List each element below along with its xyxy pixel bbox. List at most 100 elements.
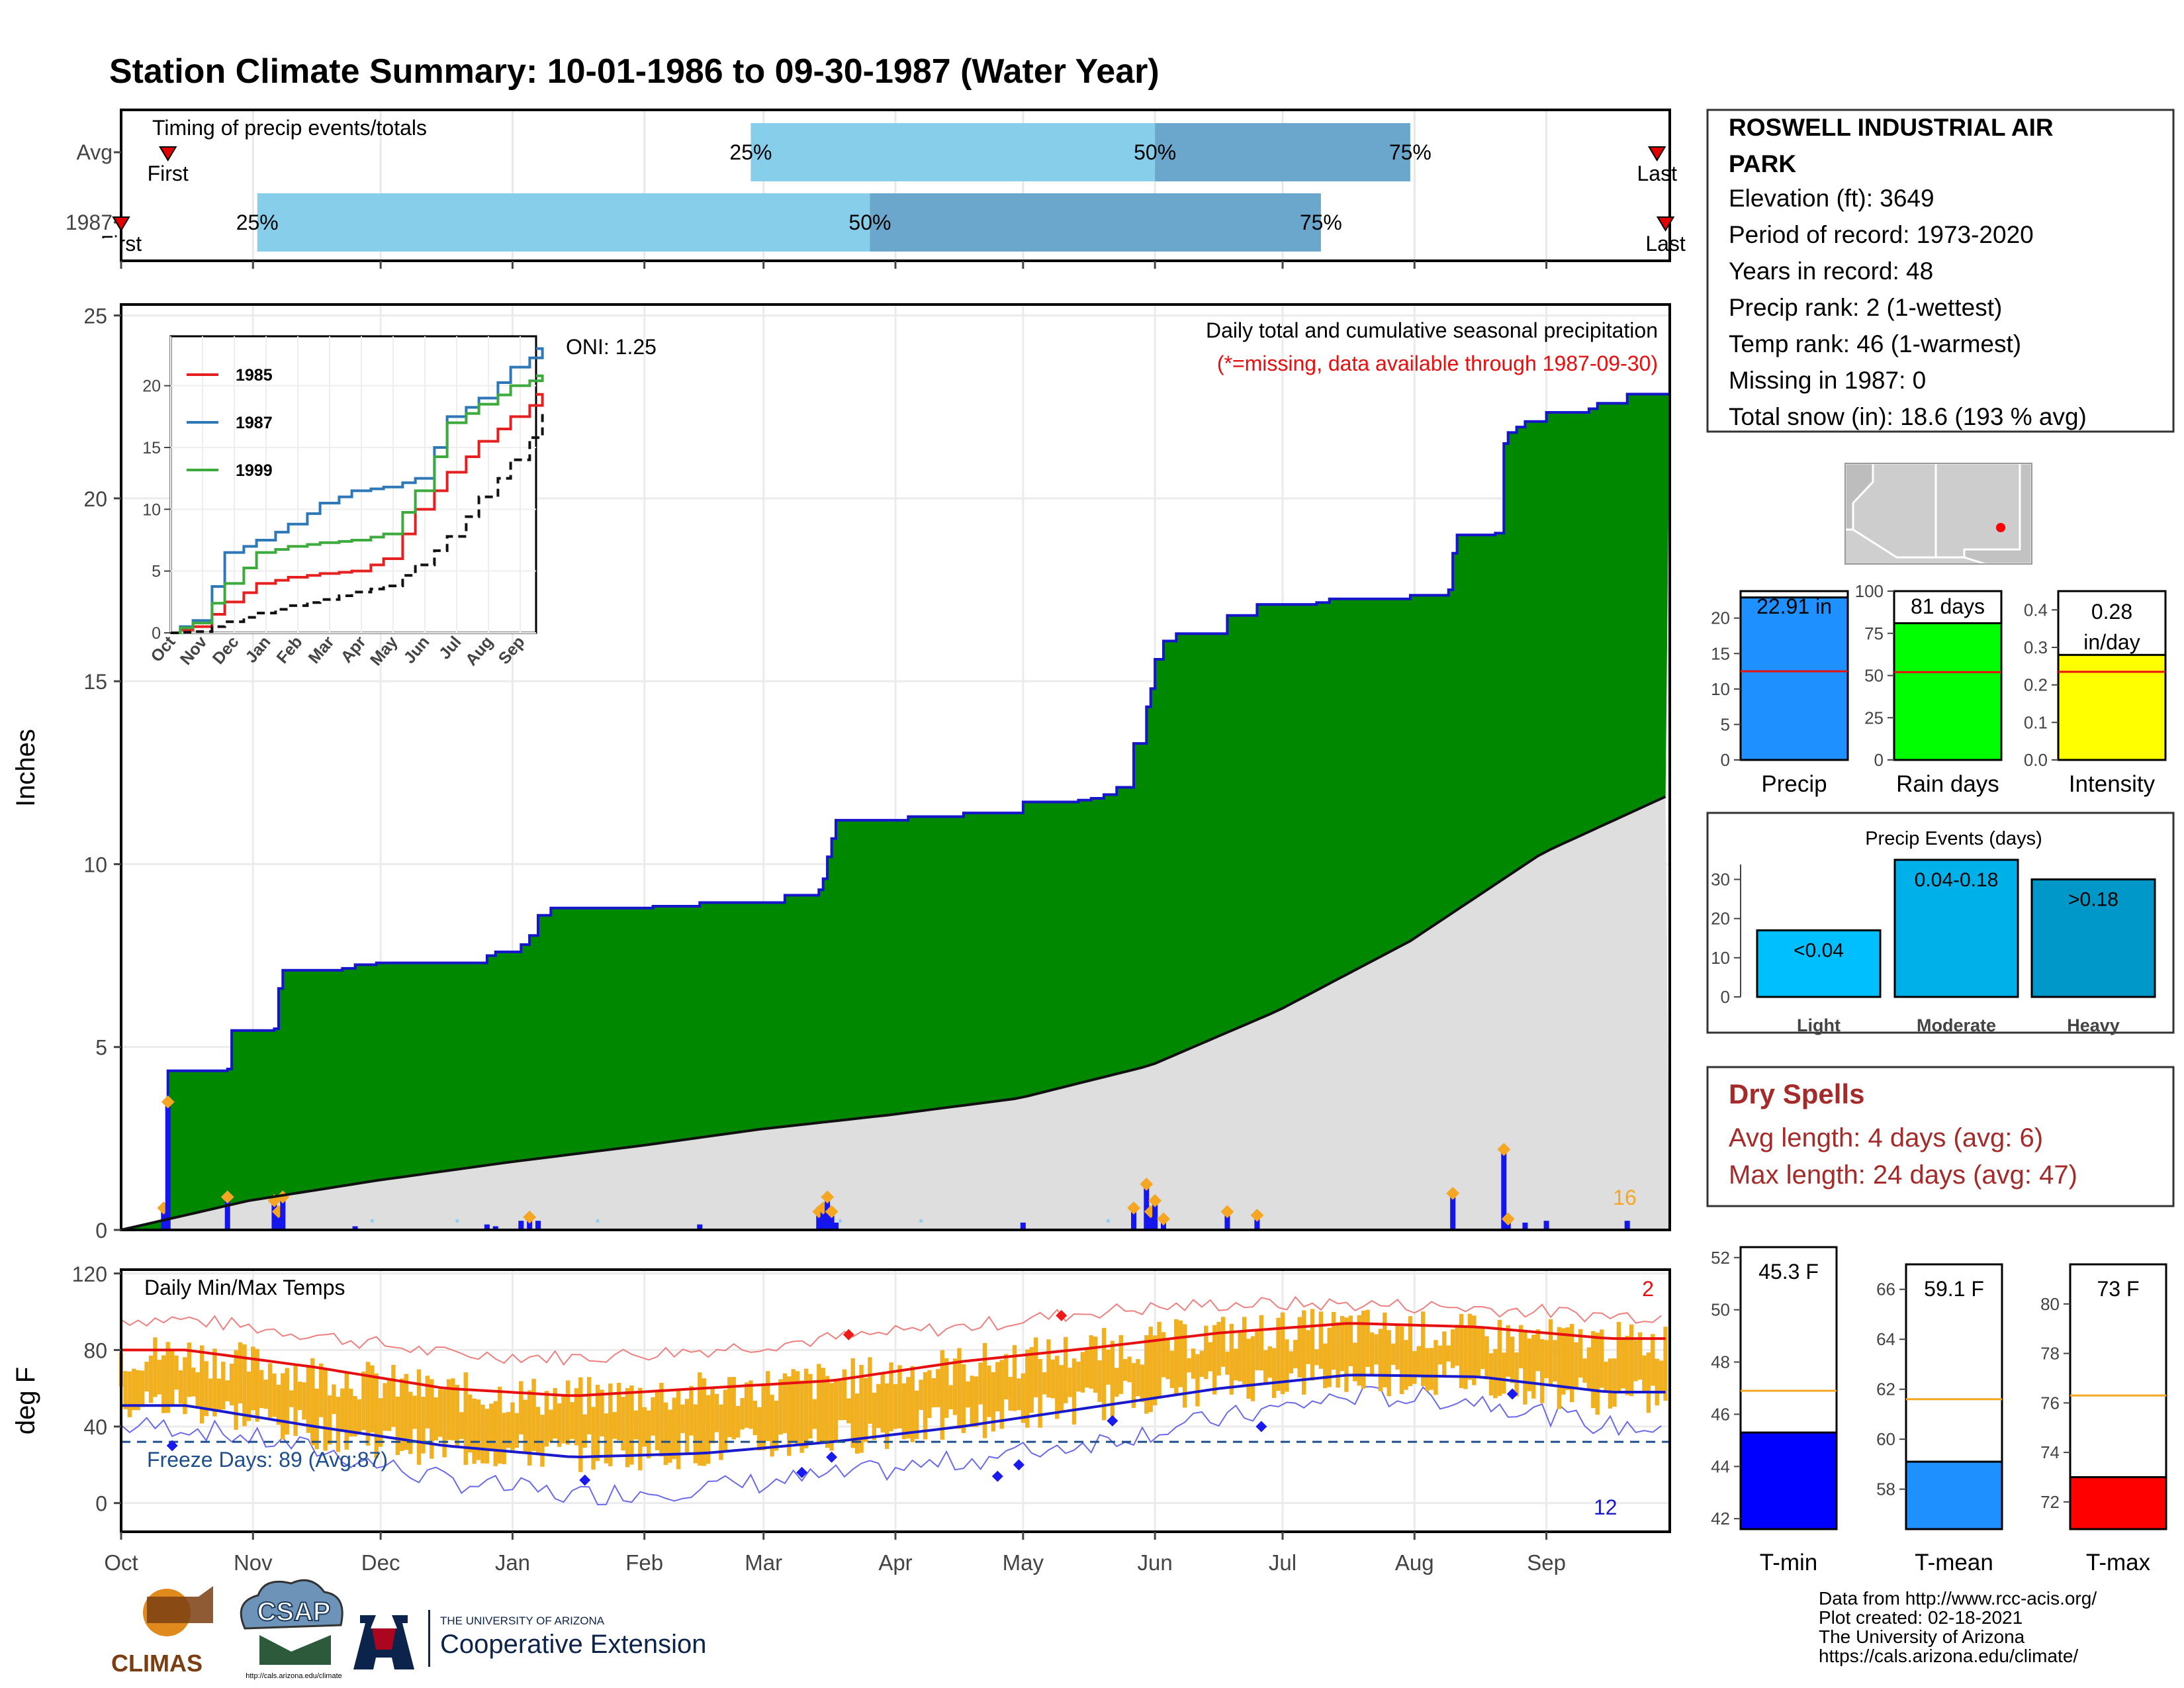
daily-temp-bar	[1412, 1351, 1417, 1384]
daily-temp-bar	[1267, 1346, 1272, 1378]
daily-temp-bar	[782, 1373, 788, 1434]
record-low-marker	[991, 1470, 1003, 1482]
daily-temp-bar	[974, 1376, 979, 1427]
daily-temp-bar	[663, 1402, 668, 1466]
daily-temp-bar	[1229, 1323, 1234, 1395]
dry-spells-avg: Avg length: 4 days (avg: 6)	[1729, 1123, 2043, 1152]
daily-temp-bar	[557, 1403, 562, 1447]
daily-temp-bar	[1285, 1339, 1289, 1392]
daily-temp-bar	[749, 1380, 753, 1429]
temp-summary-tick-label: 52	[1711, 1248, 1730, 1268]
daily-temp-bar	[459, 1412, 464, 1439]
daily-temp-bar	[1071, 1358, 1077, 1425]
daily-precip-marker	[1157, 1212, 1170, 1226]
daily-temp-bar	[1374, 1334, 1379, 1365]
last-event-label: Last	[1637, 162, 1677, 185]
timing-q75-label: 75%	[1300, 211, 1342, 234]
month-tick-label: Aug	[1395, 1550, 1434, 1575]
daily-temp-bar	[842, 1369, 847, 1421]
daily-precip-marker	[1148, 1194, 1162, 1207]
daily-temp-bar	[1118, 1335, 1123, 1394]
daily-temp-bar	[719, 1404, 723, 1460]
station-name-line2: PARK	[1729, 150, 1796, 177]
daily-temp-bar	[961, 1364, 966, 1433]
daily-temp-bar	[293, 1364, 298, 1436]
temp-summary-tick-label: 62	[1876, 1380, 1895, 1399]
temp-summary-tick-label: 42	[1711, 1509, 1730, 1528]
daily-temp-bar	[970, 1376, 974, 1427]
precip-panel: * * * * * * 0 5 10 15 20 25 Inches ONI: 1.25 Daily…	[11, 303, 1671, 1243]
ua-logo: THE UNIVERSITY OF ARIZONA Cooperative Ex…	[353, 1610, 706, 1669]
daily-temp-bar	[1553, 1340, 1557, 1382]
daily-temp-bar	[336, 1397, 341, 1452]
daily-temp-bar	[421, 1396, 426, 1454]
daily-temp-bar	[1080, 1352, 1085, 1393]
summary-tick-label: 5	[1721, 714, 1730, 734]
daily-temp-bar	[361, 1371, 366, 1430]
daily-temp-bar	[799, 1380, 804, 1453]
snow-marker: *	[919, 1217, 923, 1230]
record-low-marker	[1013, 1459, 1024, 1471]
daily-temp-bar	[549, 1409, 553, 1442]
daily-precip-bar	[816, 1211, 822, 1230]
summary-tick-label: 25	[1864, 708, 1884, 727]
daily-temp-bar	[876, 1383, 881, 1429]
daily-precip-bar	[1522, 1222, 1528, 1230]
last-event-label: Last	[1645, 232, 1686, 256]
summary-bar-label: Rain days	[1896, 771, 1999, 797]
daily-temp-bar	[493, 1401, 498, 1466]
summary-tick-label: 0.0	[2024, 750, 2048, 770]
daily-temp-bar	[919, 1380, 923, 1410]
daily-precip-bar	[829, 1211, 835, 1230]
daily-temp-bar	[586, 1377, 592, 1434]
precip-y-tick-label: 5	[95, 1036, 107, 1060]
daily-temp-bar	[391, 1364, 396, 1427]
summary-bar-charts: 0 5 10 15 20 22.91 in Precip 0 25 50 75 100 81 days R…	[1711, 581, 2167, 797]
daily-temp-bar	[1340, 1316, 1345, 1372]
daily-temp-bar	[327, 1395, 332, 1445]
daily-precip-marker	[523, 1210, 537, 1224]
timing-axis-ticks	[120, 261, 1548, 269]
daily-temp-bar	[1535, 1329, 1540, 1372]
daily-temp-bar	[1502, 1352, 1506, 1394]
summary-tick-label: 20	[1711, 608, 1730, 628]
inset-y-tick-label: 5	[152, 563, 161, 581]
daily-temp-bar	[446, 1379, 451, 1440]
station-info-line: Missing in 1987: 0	[1729, 367, 1926, 394]
summary-tick-label: 15	[1711, 643, 1730, 663]
daily-temp-bar	[778, 1379, 783, 1435]
precip-count-label: 16	[1613, 1186, 1637, 1209]
daily-temp-bar	[1216, 1321, 1221, 1376]
daily-temp-bar	[1651, 1334, 1655, 1386]
daily-temp-bar	[791, 1369, 796, 1442]
events-category-label: Moderate	[1917, 1015, 1996, 1035]
daily-temp-bar	[1182, 1324, 1187, 1408]
daily-temp-bar	[872, 1392, 877, 1440]
daily-temp-bar	[1599, 1329, 1604, 1388]
station-info-line: Period of record: 1973-2020	[1729, 221, 2034, 248]
daily-temp-bar	[1433, 1340, 1438, 1395]
daily-temp-bar	[1208, 1342, 1212, 1372]
events-bar-label: <0.04	[1794, 939, 1844, 961]
precip-events-chart: Precip Events (days) 0 10 20 30 <0.04 Light 0.…	[1706, 812, 2175, 1035]
daily-temp-bar	[1383, 1312, 1387, 1387]
daily-temp-bar	[948, 1385, 953, 1410]
daily-temp-bar	[1008, 1376, 1013, 1411]
daily-temp-bar	[1046, 1339, 1051, 1398]
precip-y-label: Inches	[11, 729, 40, 807]
timing-q25-label: 25%	[729, 140, 772, 164]
daily-temp-bar	[570, 1402, 574, 1439]
daily-temp-bar	[765, 1371, 770, 1442]
daily-temp-bar	[1437, 1345, 1443, 1365]
ua-big-text: Cooperative Extension	[440, 1630, 706, 1659]
daily-temp-bar	[314, 1388, 319, 1450]
missing-note: (*=missing, data available through 1987-…	[1217, 352, 1658, 375]
daily-temp-bar	[1301, 1310, 1306, 1395]
inset-x-tick-label: Sep	[495, 633, 529, 668]
daily-temp-bar	[1131, 1363, 1136, 1408]
daily-temp-bar	[1076, 1361, 1081, 1392]
daily-temp-bar	[395, 1396, 400, 1456]
avg-min-temp-line	[121, 1374, 1666, 1459]
month-tick-label: Mar	[745, 1550, 782, 1575]
